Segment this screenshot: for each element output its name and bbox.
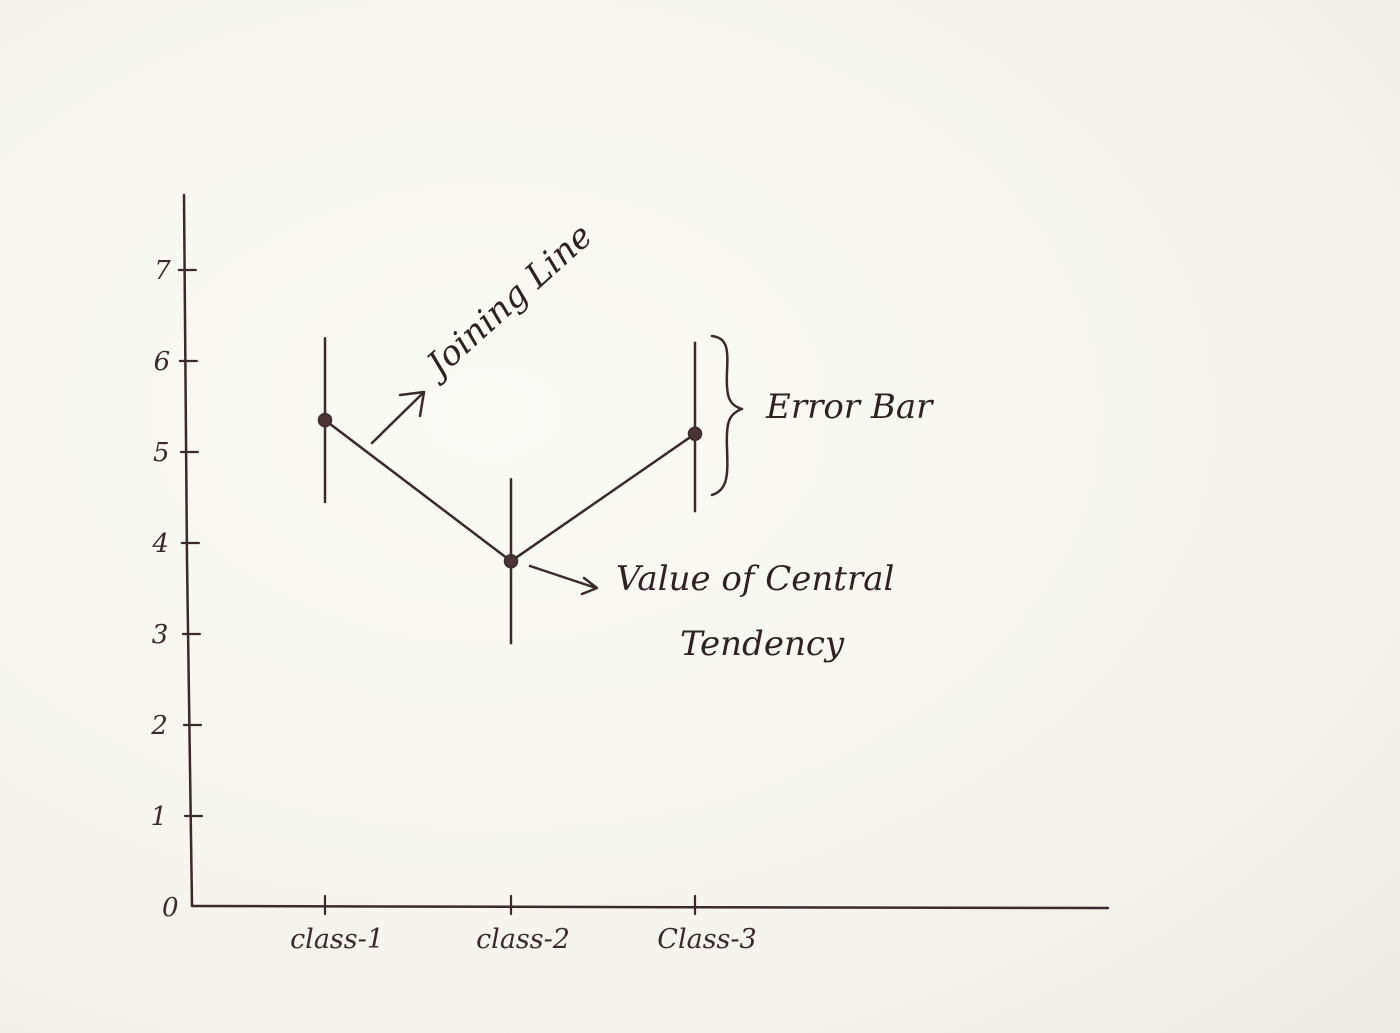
central-tendency-label-line2: Tendency	[680, 624, 845, 664]
y-tick-label-4: 4	[151, 529, 169, 559]
y-tick-label-3: 3	[152, 620, 169, 650]
brace-icon	[710, 334, 744, 497]
x-axis	[190, 904, 1110, 910]
y-tick-label-5: 5	[153, 438, 170, 468]
central-tendency-label-line1: Value of Central	[616, 559, 894, 599]
error-bar-label: Error Bar	[765, 387, 934, 427]
x-ticks: class-1 class-2 Class-3	[290, 894, 757, 955]
x-tick-label-class-1: class-1	[290, 924, 384, 955]
central-tendency-arrow	[528, 564, 599, 596]
y-tick-label-7: 7	[154, 256, 171, 286]
joining-line-arrow	[370, 390, 426, 445]
data-point-class-1	[317, 412, 333, 428]
data-points	[317, 412, 703, 569]
y-tick-label-1: 1	[151, 802, 168, 832]
y-axis	[182, 193, 194, 908]
y-ticks: 0 1 2 3 4 5 6 7	[150, 256, 204, 923]
y-tick-label-0: 0	[162, 893, 179, 923]
data-point-Class-3	[687, 426, 703, 442]
error-bar-annotation: Error Bar	[710, 334, 934, 497]
y-tick-label-2: 2	[150, 711, 168, 741]
central-tendency-annotation: Value of Central Tendency	[528, 559, 894, 664]
joining-line-annotation: Joining Line	[370, 216, 601, 445]
y-tick-label-6: 6	[154, 347, 171, 377]
x-tick-label-Class-3: Class-3	[657, 924, 756, 955]
joining-line-label: Joining Line	[415, 216, 601, 389]
x-tick-label-class-2: class-2	[476, 924, 570, 955]
data-point-class-2	[503, 553, 519, 569]
